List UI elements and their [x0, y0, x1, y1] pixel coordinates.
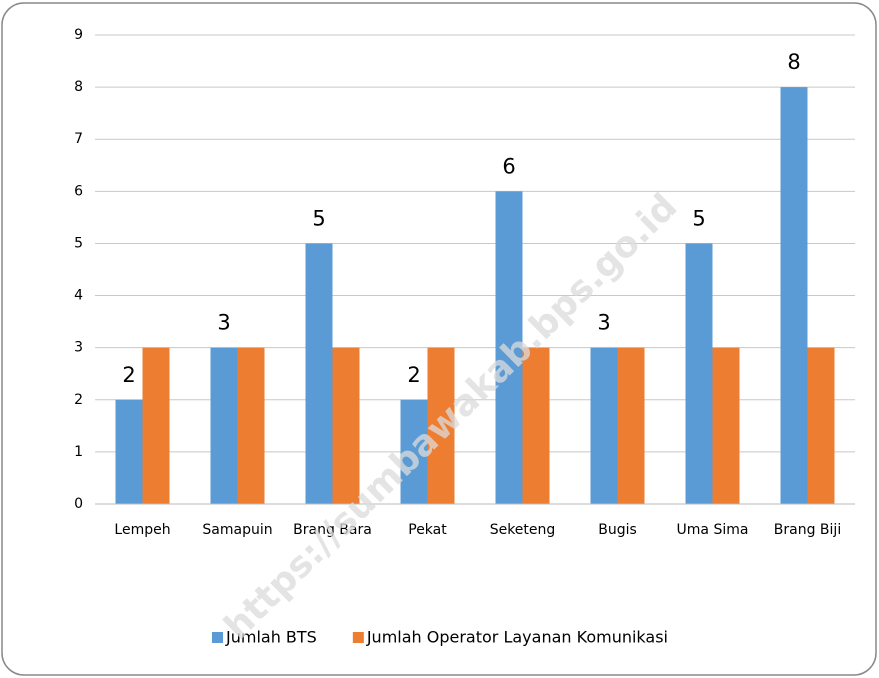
bar	[617, 347, 645, 504]
data-label: 3	[597, 311, 610, 335]
bar	[305, 243, 333, 504]
data-label: 5	[692, 206, 705, 230]
y-tick-label: 5	[74, 235, 83, 251]
bar	[210, 347, 238, 504]
y-tick-label: 3	[74, 340, 83, 356]
bar	[712, 347, 740, 504]
y-tick-label: 6	[74, 183, 83, 199]
data-label: 3	[217, 311, 230, 335]
data-label: 5	[312, 206, 325, 230]
bar	[237, 347, 265, 504]
legend-swatch	[352, 632, 364, 643]
x-tick-label: Brang Bara	[293, 522, 372, 538]
bar	[115, 399, 143, 504]
x-tick-label: Brang Biji	[774, 522, 841, 538]
x-tick-label: Seketeng	[490, 522, 556, 538]
x-tick-label: Lempeh	[114, 522, 170, 538]
legend-swatch	[212, 632, 223, 643]
bar	[400, 399, 428, 504]
bar	[332, 347, 360, 504]
data-label: 8	[787, 50, 800, 74]
bar	[522, 347, 550, 504]
y-tick-label: 2	[74, 392, 83, 408]
x-tick-label: Uma Sima	[677, 522, 749, 538]
legend-label: Jumlah Operator Layanan Komunikasi	[366, 628, 668, 647]
y-tick-label: 9	[74, 27, 83, 43]
data-label: 2	[407, 363, 420, 387]
data-label: 6	[502, 154, 515, 178]
bar	[495, 191, 523, 505]
y-tick-label: 8	[74, 79, 83, 95]
y-tick-label: 4	[74, 288, 83, 304]
bar	[427, 347, 455, 504]
bar	[685, 243, 713, 504]
x-tick-label: Samapuin	[202, 522, 272, 538]
bar	[780, 87, 808, 504]
data-label: 2	[122, 363, 135, 387]
x-tick-label: Bugis	[598, 522, 637, 538]
bar	[590, 347, 618, 504]
x-tick-label: Pekat	[408, 522, 447, 538]
legend-label: Jumlah BTS	[225, 628, 317, 647]
y-tick-label: 0	[74, 496, 83, 512]
y-tick-label: 1	[74, 444, 83, 460]
y-tick-label: 7	[74, 131, 83, 147]
bar	[142, 347, 170, 504]
bar	[807, 347, 835, 504]
